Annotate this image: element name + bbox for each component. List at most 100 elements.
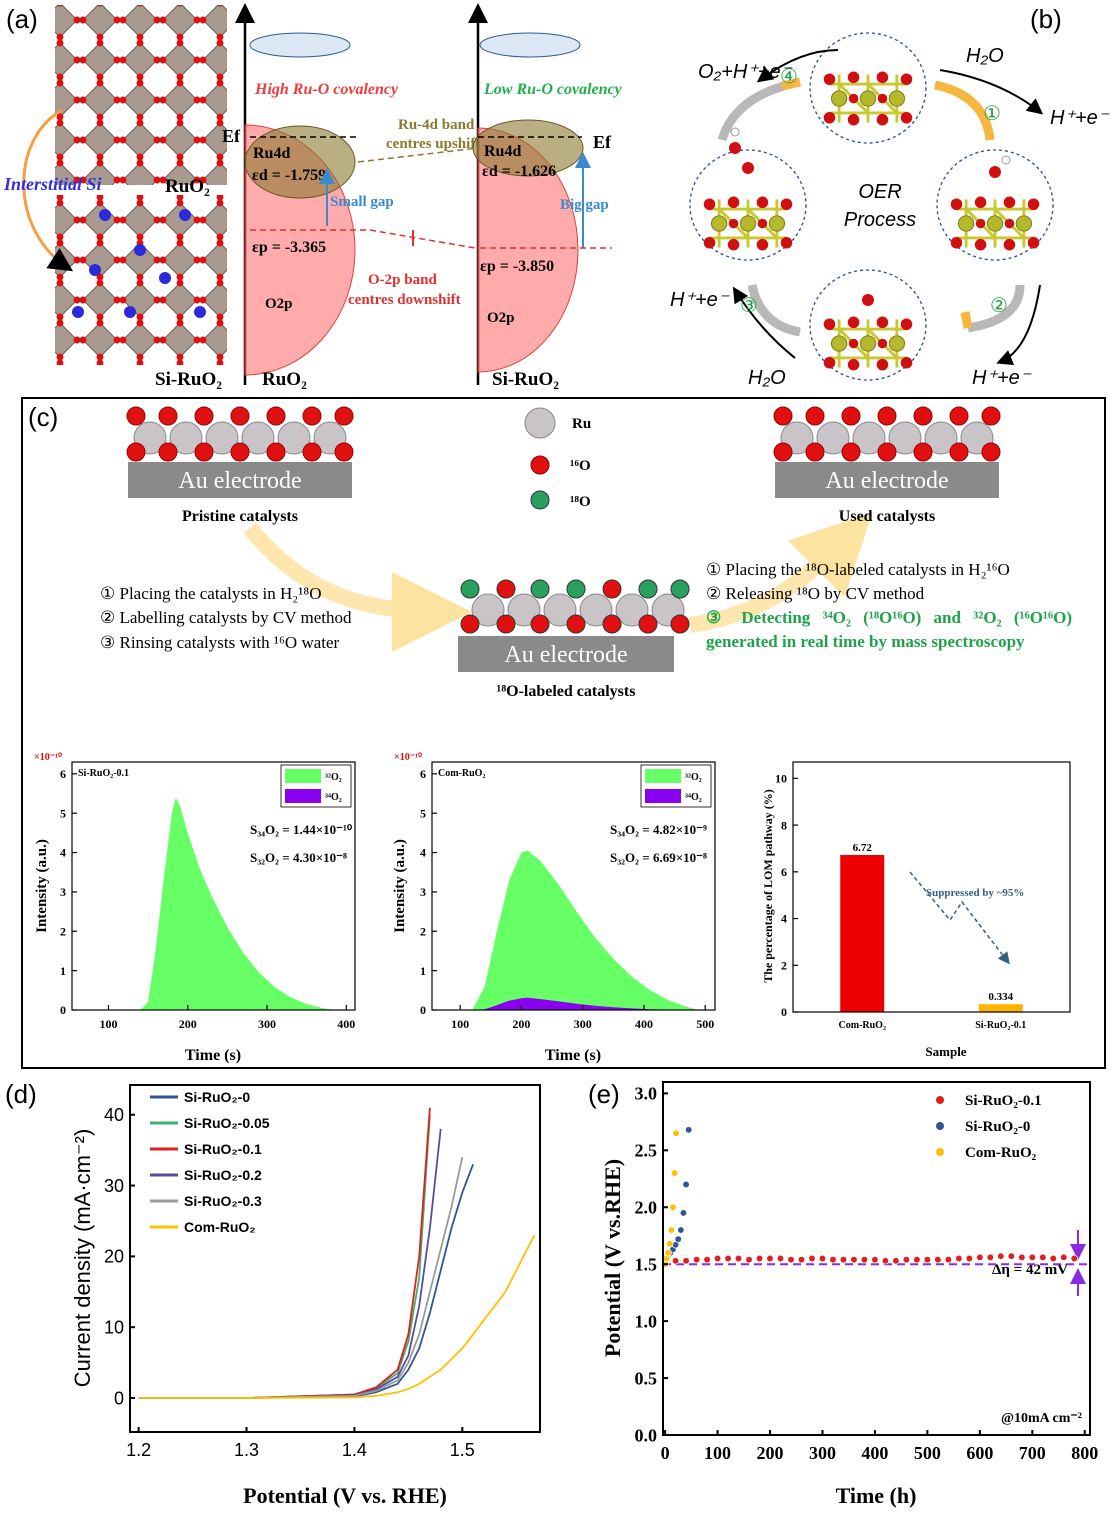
legend-label: ¹⁸O [570,494,591,510]
area [432,997,715,1010]
legend-swatch [645,769,681,783]
legend-label: ³⁴O₂ [325,792,342,803]
legend-swatch [645,789,681,803]
y-tick-label: 4 [781,912,787,926]
point [955,1254,963,1263]
label: Au electrode [504,642,627,668]
x-axis-label: Time (s) [185,1047,241,1064]
label: Ru4d [484,143,521,160]
annotation: S₃₂O₂ = 4.30×10⁻⁸ [250,850,347,865]
point [674,1235,682,1243]
point [672,1129,680,1137]
annotation: S₃₄O₂ = 4.82×10⁻⁹ [610,822,707,837]
chart-title: Si-RuO₂-0.1 [78,768,129,779]
point [669,1203,677,1211]
y-tick-label: 1.0 [635,1311,658,1331]
y-tick-label: 4 [420,846,426,860]
adsorbates [729,142,1001,306]
label: High Ru-O covalency [254,81,399,98]
point [902,1255,911,1264]
legend-swatch [936,1148,944,1156]
point [666,1240,674,1248]
legend-label: Si-RuO₂-0.1 [965,1093,1042,1109]
catalyst-layer [126,406,354,462]
insert-arrow [22,108,74,272]
x-tick-label: 300 [574,1017,592,1031]
legend-swatch [530,490,550,510]
scale-label: ×10⁻¹⁰ [394,752,422,763]
point [881,1257,890,1265]
label: Au electrode [825,468,948,494]
point [1039,1253,1047,1262]
si-atoms [72,209,206,318]
legend-swatch [285,789,321,803]
line [138,1157,464,1399]
annotation-arrow [909,871,1010,965]
y-tick-label: 1 [60,964,66,978]
y-tick-label: 0.5 [635,1368,658,1388]
step: ② Releasing ¹⁸O by CV method [706,584,925,603]
plot-frame [662,1081,1091,1436]
point [670,1169,679,1177]
point [692,1255,701,1264]
y-tick-label: 6 [420,767,426,781]
x-tick-label: 800 [1071,1443,1098,1463]
x-tick-label: 0 [661,1443,670,1463]
caption: Used catalysts [839,508,935,525]
y-tick-label: 20 [104,1247,124,1267]
step: ③ Detecting ³⁴O₂ (¹⁸O¹⁶O) and ³²O₂ (¹⁶O¹… [706,608,1072,651]
label: Small gap [330,194,394,210]
panel-label: (d) [5,1079,37,1109]
annotation: @10mA cm⁻² [1001,1411,1082,1426]
y-tick-label: 10 [104,1317,124,1337]
point [839,1255,848,1264]
point [986,1253,994,1262]
label: Ru4d [253,145,290,162]
point [829,1255,837,1264]
step: ② Labelling catalysts by CV method [100,608,352,627]
x-tick-label: Si-RuO₂-0.1 [975,1020,1026,1031]
label: O-2p band [368,272,437,288]
bar [840,854,885,1012]
label: O2p [487,310,515,326]
electrode [128,462,352,498]
step: ① Placing the catalysts in H₂¹⁸O [100,584,322,603]
legend-label: Si-RuO₂-0.2 [184,1167,262,1183]
crystal-si-ruo2 [55,195,227,365]
x-tick-label: 1.5 [450,1440,475,1460]
line [138,1234,536,1399]
point [787,1255,795,1264]
panel-label: (e) [588,1079,620,1109]
y-tick-label: 0 [60,1003,66,1017]
x-tick-label: 300 [809,1443,836,1463]
legend-label: Si-RuO₂-0.1 [184,1141,262,1157]
x-tick-label: 400 [635,1017,653,1031]
x-tick-label: 200 [757,1443,784,1463]
x-tick-label: 1.4 [342,1440,367,1460]
label: RuO₂ [165,176,210,197]
electrode [775,462,999,498]
x-tick-label: 300 [258,1017,276,1031]
y-tick-label: 0 [114,1388,124,1408]
legend-swatch [936,1096,944,1104]
crystal-ruo2 [55,5,227,185]
plot-frame [71,761,356,1011]
point [1007,1252,1015,1260]
legend-swatch [936,1122,944,1130]
legend-label: ³²O₂ [685,772,702,783]
plot-frame [129,1084,541,1433]
state-outlines [689,32,1054,381]
label: εd = -1.759 [252,167,326,184]
point [664,1249,672,1257]
point [745,1255,753,1264]
area [72,797,355,1010]
point [871,1255,879,1264]
label: centres upshift [386,136,480,152]
point [679,1209,688,1217]
x-tick-label: 200 [512,1017,530,1031]
y-tick-label: 2 [60,924,66,938]
point [808,1254,816,1263]
line [138,1114,431,1399]
label: H₂O [966,45,1004,67]
